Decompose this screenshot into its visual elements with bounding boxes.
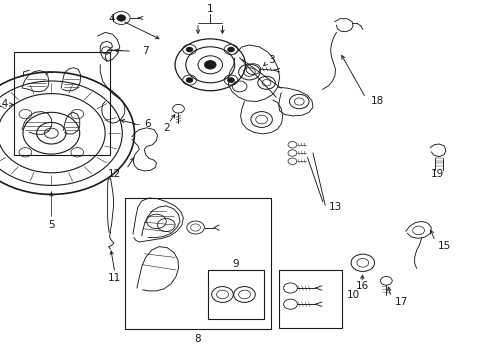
Text: 17: 17 xyxy=(394,297,407,307)
Circle shape xyxy=(117,15,125,21)
Text: 3: 3 xyxy=(267,55,274,65)
Text: 7: 7 xyxy=(142,46,148,56)
Circle shape xyxy=(227,47,234,52)
Text: 12: 12 xyxy=(108,168,121,179)
Circle shape xyxy=(204,60,216,69)
Circle shape xyxy=(186,47,193,52)
Text: 9: 9 xyxy=(232,258,239,269)
Circle shape xyxy=(227,77,234,82)
Text: 11: 11 xyxy=(108,273,122,283)
Text: 13: 13 xyxy=(328,202,341,212)
Text: 2: 2 xyxy=(163,123,169,133)
Text: 16: 16 xyxy=(355,281,369,291)
Text: 19: 19 xyxy=(430,168,444,179)
Text: 1: 1 xyxy=(206,4,213,14)
Circle shape xyxy=(186,77,193,82)
Text: 10: 10 xyxy=(346,290,360,300)
Text: 6: 6 xyxy=(144,119,151,129)
Text: 18: 18 xyxy=(370,96,383,106)
Text: 8: 8 xyxy=(194,334,201,345)
Text: 14: 14 xyxy=(0,99,9,109)
Text: 4: 4 xyxy=(108,14,115,24)
Text: 5: 5 xyxy=(48,220,55,230)
Text: 15: 15 xyxy=(437,240,450,251)
